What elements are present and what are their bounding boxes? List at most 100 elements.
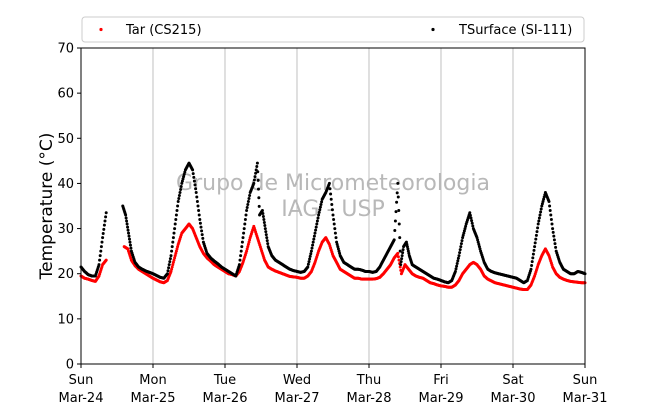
- data-point: [337, 249, 341, 253]
- data-point: [478, 247, 482, 251]
- data-point: [530, 260, 534, 264]
- data-point: [168, 257, 172, 261]
- data-point: [542, 197, 546, 201]
- x-axis-ticks: Sun Mar-24 Mon Mar-25 Tue Mar-26 Wed Mar-27 Thu M…: [59, 364, 607, 406]
- data-point: [537, 219, 541, 223]
- data-point: [537, 216, 541, 220]
- data-point: [468, 211, 472, 215]
- data-point: [172, 231, 176, 235]
- data-point: [256, 170, 260, 174]
- data-point: [180, 179, 184, 183]
- data-point: [462, 231, 466, 235]
- legend-label-tar: Tar (CS215): [125, 23, 202, 38]
- data-point: [97, 263, 101, 267]
- data-point: [245, 209, 249, 213]
- data-point: [242, 227, 246, 231]
- data-point: [330, 202, 334, 206]
- data-point: [458, 251, 462, 255]
- data-point: [399, 260, 403, 264]
- data-point: [173, 227, 177, 231]
- data-point: [241, 236, 245, 240]
- data-point: [182, 172, 186, 176]
- y-tick-label: 70: [57, 42, 74, 57]
- x-tick-label-day: Tue: [213, 373, 236, 388]
- data-point: [256, 178, 260, 182]
- data-point: [461, 233, 465, 237]
- data-point: [336, 245, 340, 249]
- y-tick-label: 40: [57, 177, 74, 192]
- data-point: [179, 187, 183, 191]
- data-point: [248, 238, 252, 242]
- data-point: [255, 161, 259, 165]
- data-point: [319, 202, 323, 206]
- data-point: [531, 256, 535, 260]
- data-point: [244, 213, 248, 217]
- data-point: [99, 249, 103, 253]
- data-point: [536, 222, 540, 226]
- data-point: [338, 251, 342, 255]
- data-point: [255, 165, 259, 168]
- data-point: [252, 178, 256, 182]
- data-point: [176, 199, 180, 203]
- data-point: [247, 196, 251, 200]
- data-point: [104, 215, 108, 219]
- data-point: [198, 218, 202, 222]
- data-point: [170, 245, 174, 249]
- data-point: [177, 193, 181, 197]
- data-point: [176, 204, 180, 208]
- data-point: [393, 219, 397, 223]
- data-point: [400, 254, 404, 258]
- x-tick-label-date: Mar-28: [347, 391, 392, 406]
- data-point: [547, 199, 551, 203]
- data-point: [126, 228, 130, 232]
- data-point: [400, 257, 404, 261]
- data-point: [243, 218, 247, 222]
- data-point: [248, 193, 252, 197]
- data-point: [264, 230, 268, 234]
- data-point: [99, 245, 103, 249]
- data-point: [193, 183, 197, 187]
- data-point: [174, 251, 178, 255]
- data-point: [168, 260, 172, 264]
- data-point: [318, 205, 322, 209]
- y-tick-label: 10: [57, 312, 74, 327]
- data-point: [260, 209, 264, 213]
- data-point: [459, 242, 463, 246]
- data-point: [399, 263, 403, 267]
- data-point: [398, 236, 402, 240]
- data-point: [201, 236, 205, 240]
- data-point: [178, 190, 182, 194]
- data-point: [463, 227, 467, 231]
- data-point: [175, 209, 179, 213]
- data-point: [554, 245, 558, 249]
- data-point: [265, 236, 269, 240]
- data-point: [170, 265, 174, 269]
- data-point: [333, 231, 337, 235]
- data-point: [335, 240, 339, 244]
- data-point: [534, 233, 538, 237]
- data-point: [171, 263, 175, 267]
- data-point: [253, 175, 257, 179]
- data-point: [312, 234, 316, 238]
- data-point: [127, 237, 131, 241]
- data-point: [308, 254, 312, 258]
- data-point: [334, 236, 338, 240]
- data-point: [316, 216, 320, 220]
- data-point: [266, 242, 270, 246]
- x-tick-label-date: Mar-25: [131, 391, 176, 406]
- data-point: [197, 213, 201, 217]
- data-point: [396, 195, 400, 199]
- data-point: [166, 269, 170, 273]
- data-point: [171, 260, 175, 264]
- data-point: [165, 272, 169, 276]
- data-point: [531, 252, 535, 256]
- data-point: [308, 257, 312, 261]
- data-point: [246, 245, 250, 249]
- data-point: [125, 222, 129, 226]
- data-point: [453, 269, 457, 273]
- data-point: [551, 230, 555, 234]
- data-point: [553, 242, 557, 246]
- data-point: [169, 254, 173, 258]
- data-point: [392, 238, 396, 242]
